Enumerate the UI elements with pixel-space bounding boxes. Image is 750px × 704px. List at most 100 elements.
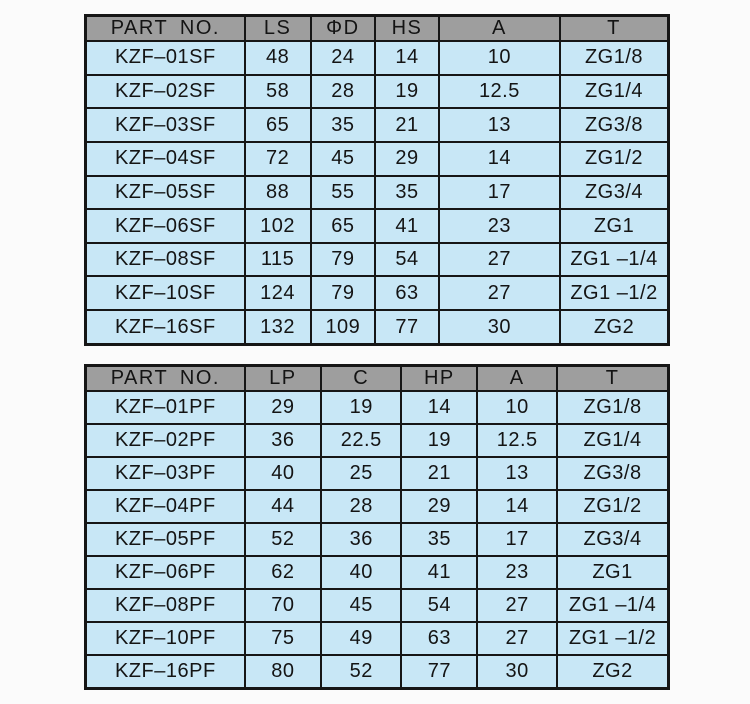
sf-series-spec-table: PART NO. LS ΦD HS A T KZF–01SF 48 24 14 10 ZG1/8 KZF… [84,14,670,346]
value-cell: 14 [374,40,440,76]
table-row: KZF–08SF 115 79 54 27 ZG1 –1/4 [84,241,670,278]
value-cell: ZG1/8 [556,390,670,425]
value-cell: ZG1 [559,208,670,244]
table-row: KZF–03SF 65 35 21 13 ZG3/8 [84,107,670,143]
value-cell: 30 [476,653,559,690]
column-header: PART NO. [84,364,246,392]
part-no-cell: KZF–01SF [84,40,246,76]
part-no-cell: KZF–10PF [84,620,246,656]
value-cell: 77 [400,653,479,690]
value-cell: 52 [320,653,403,690]
part-no-cell: KZF–08SF [84,241,246,278]
value-cell: ZG1/4 [559,73,670,110]
table-row: KZF–06SF 102 65 41 23 ZG1 [84,208,670,244]
value-cell: 88 [243,174,312,211]
table-row: KZF–03PF 40 25 21 13 ZG3/8 [84,455,670,491]
value-cell: 54 [400,587,479,623]
table-row: KZF–02PF 36 22.5 19 12.5 ZG1/4 [84,422,670,458]
value-cell: 124 [243,275,312,312]
value-cell: 17 [437,174,562,211]
value-cell: ZG1 –1/4 [556,587,670,623]
column-header: HS [374,14,440,42]
value-cell: ZG3/8 [559,107,670,143]
table-row: KZF–10PF 75 49 63 27 ZG1 –1/2 [84,620,670,656]
table-row: KZF–04PF 44 28 29 14 ZG1/2 [84,488,670,524]
value-cell: 24 [309,40,377,76]
value-cell: 65 [243,107,312,143]
value-cell: 12.5 [476,422,559,458]
value-cell: 27 [437,275,562,312]
value-cell: ZG1/8 [559,40,670,76]
column-header: HP [400,364,479,392]
column-header: A [476,364,559,392]
value-cell: 35 [309,107,377,143]
value-cell: 28 [320,488,403,524]
value-cell: 29 [400,488,479,524]
value-cell: 27 [437,241,562,278]
value-cell: 70 [243,587,323,623]
value-cell: ZG1 [556,554,670,590]
column-header: ΦD [309,14,377,42]
value-cell: 14 [476,488,559,524]
part-no-cell: KZF–03SF [84,107,246,143]
value-cell: 14 [400,390,479,425]
value-cell: ZG3/4 [559,174,670,211]
value-cell: 58 [243,73,312,110]
value-cell: 77 [374,309,440,346]
value-cell: 45 [309,140,377,177]
table-row: KZF–04SF 72 45 29 14 ZG1/2 [84,140,670,177]
value-cell: 40 [320,554,403,590]
value-cell: 27 [476,620,559,656]
part-no-cell: KZF–05SF [84,174,246,211]
value-cell: 23 [476,554,559,590]
value-cell: 36 [243,422,323,458]
table-row: KZF–01PF 29 19 14 10 ZG1/8 [84,390,670,425]
part-no-cell: KZF–04PF [84,488,246,524]
value-cell: 29 [243,390,323,425]
part-no-cell: KZF–16SF [84,309,246,346]
value-cell: 109 [309,309,377,346]
value-cell: 14 [437,140,562,177]
value-cell: 21 [400,455,479,491]
value-cell: 23 [437,208,562,244]
value-cell: 79 [309,241,377,278]
value-cell: 80 [243,653,323,690]
value-cell: ZG1/4 [556,422,670,458]
value-cell: ZG1/2 [556,488,670,524]
table-row: KZF–06PF 62 40 41 23 ZG1 [84,554,670,590]
value-cell: ZG2 [559,309,670,346]
column-header: T [556,364,670,392]
value-cell: 35 [400,521,479,557]
value-cell: 28 [309,73,377,110]
part-no-cell: KZF–08PF [84,587,246,623]
column-header: LS [243,14,312,42]
value-cell: 65 [309,208,377,244]
value-cell: 29 [374,140,440,177]
value-cell: ZG1 –1/2 [559,275,670,312]
value-cell: 41 [400,554,479,590]
value-cell: ZG3/8 [556,455,670,491]
table-row: KZF–01SF 48 24 14 10 ZG1/8 [84,40,670,76]
value-cell: 132 [243,309,312,346]
column-header: PART NO. [84,14,246,42]
part-no-cell: KZF–16PF [84,653,246,690]
value-cell: 115 [243,241,312,278]
value-cell: 49 [320,620,403,656]
header-row: PART NO. LP C HP A T [84,364,670,392]
value-cell: 17 [476,521,559,557]
value-cell: 12.5 [437,73,562,110]
value-cell: 22.5 [320,422,403,458]
column-header: A [437,14,562,42]
value-cell: 13 [437,107,562,143]
table-row: KZF–05SF 88 55 35 17 ZG3/4 [84,174,670,211]
part-no-cell: KZF–02PF [84,422,246,458]
part-no-cell: KZF–03PF [84,455,246,491]
value-cell: ZG1 –1/2 [556,620,670,656]
value-cell: 40 [243,455,323,491]
value-cell: 19 [374,73,440,110]
value-cell: 48 [243,40,312,76]
value-cell: 79 [309,275,377,312]
value-cell: 21 [374,107,440,143]
value-cell: ZG3/4 [556,521,670,557]
table-row: KZF–10SF 124 79 63 27 ZG1 –1/2 [84,275,670,312]
